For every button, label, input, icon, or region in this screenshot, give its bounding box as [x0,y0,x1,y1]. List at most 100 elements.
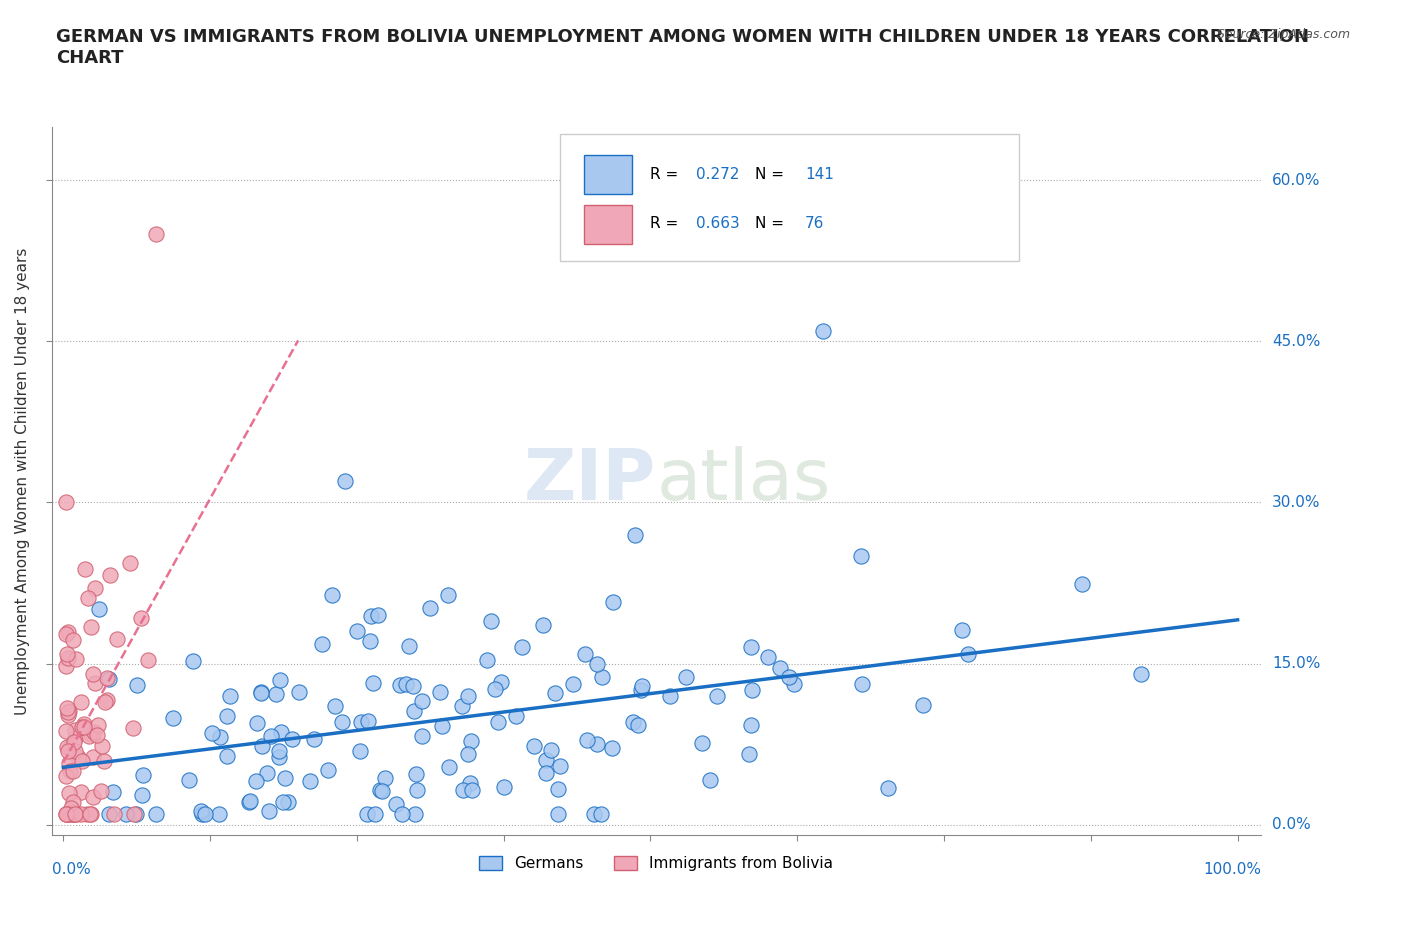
Bar [583,155,633,194]
Point [659,688,682,703]
Point [84,676,107,691]
Point [127,678,149,693]
Point [201,725,224,740]
Text: 76: 76 [806,216,824,232]
Point [371,784,394,799]
Text: R =: R = [650,166,683,181]
Point [778,670,800,684]
Point [361,675,384,690]
Point [65,652,87,667]
Text: 0.0%: 0.0% [1272,817,1310,832]
Point [281,731,304,746]
Point [769,660,792,675]
Point [486,714,509,729]
Point [536,766,558,781]
Point [877,780,900,795]
Point [60,806,83,821]
Point [55,806,77,821]
Point [675,670,697,684]
Point [316,763,339,777]
Point [103,806,125,821]
Point [374,771,396,786]
Point [536,752,558,767]
Point [120,556,142,571]
Point [264,686,287,701]
Point [582,806,605,821]
Point [105,632,128,647]
Point [190,804,212,818]
Point [484,682,506,697]
Point [82,667,104,682]
Legend: Germans, Immigrants from Bolivia: Germans, Immigrants from Bolivia [472,850,839,877]
Point [404,806,426,821]
Point [706,688,728,703]
Point [59,764,82,778]
Point [136,652,159,667]
Point [98,568,121,583]
Point [208,806,231,821]
Point [544,685,567,700]
Point [367,607,389,622]
Point [512,640,534,655]
Point [90,784,112,799]
Point [84,581,107,596]
Point [62,764,84,778]
Point [55,768,77,783]
Text: 45.0%: 45.0% [1272,334,1320,349]
Point [101,784,124,799]
Point [115,806,138,821]
Point [756,650,779,665]
Point [389,678,412,693]
Point [55,806,77,821]
Point [356,806,378,821]
Point [82,750,104,764]
Point [63,723,86,737]
Point [217,749,239,764]
Point [73,562,96,577]
Point [145,806,167,821]
Point [63,735,86,750]
Point [269,750,291,764]
Point [65,806,87,821]
Point [56,743,79,758]
Point [460,734,482,749]
Point [311,637,333,652]
Point [621,715,644,730]
Point [122,806,145,821]
Point [250,738,273,753]
Point [77,591,100,605]
Point [450,698,472,713]
Point [62,795,84,810]
Point [72,719,94,734]
Point [181,654,204,669]
Point [585,657,607,671]
Point [333,473,356,488]
Point [699,773,721,788]
Point [411,728,433,743]
Point [55,724,77,738]
Point [287,684,309,699]
Text: 60.0%: 60.0% [1272,173,1320,188]
Text: 100.0%: 100.0% [1204,862,1261,877]
Point [849,549,872,564]
Point [349,743,371,758]
Point [402,678,425,693]
Point [96,693,118,708]
Point [82,790,104,804]
Point [298,774,321,789]
Point [56,650,79,665]
Point [950,623,973,638]
Point [357,714,380,729]
Point [80,619,103,634]
Point [738,747,761,762]
Point [360,633,382,648]
Point [245,773,267,788]
Point [911,698,934,712]
Point [267,743,290,758]
Point [402,703,425,718]
Point [55,495,77,510]
Text: 0.272: 0.272 [696,166,740,181]
Point [269,672,291,687]
Text: 0.663: 0.663 [696,216,740,232]
Point [585,737,607,751]
